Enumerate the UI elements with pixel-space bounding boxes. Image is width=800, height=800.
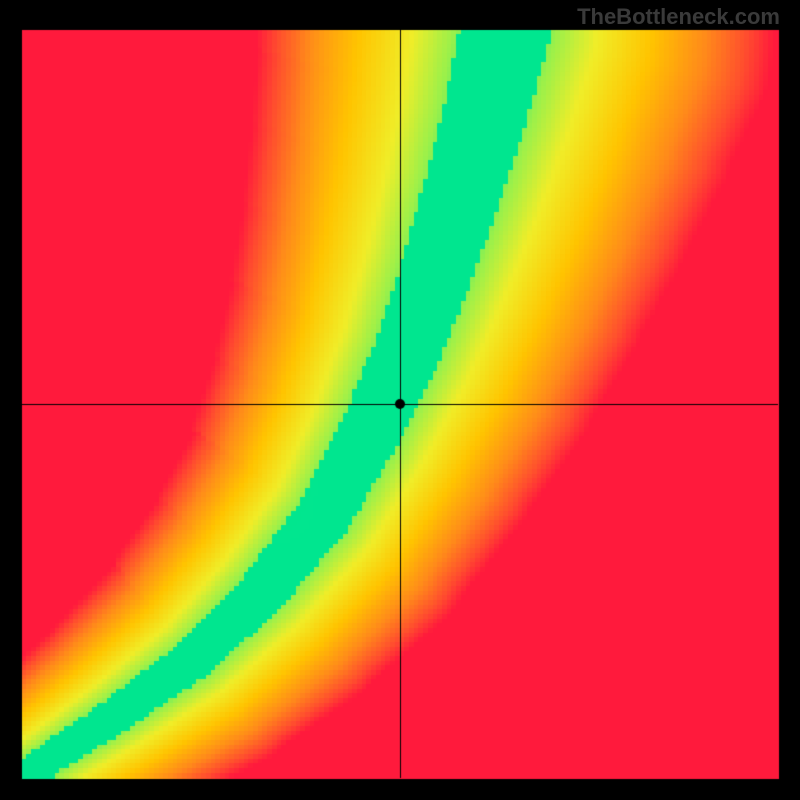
brand-watermark: TheBottleneck.com	[577, 4, 780, 30]
bottleneck-heatmap	[0, 0, 800, 800]
chart-container: TheBottleneck.com	[0, 0, 800, 800]
